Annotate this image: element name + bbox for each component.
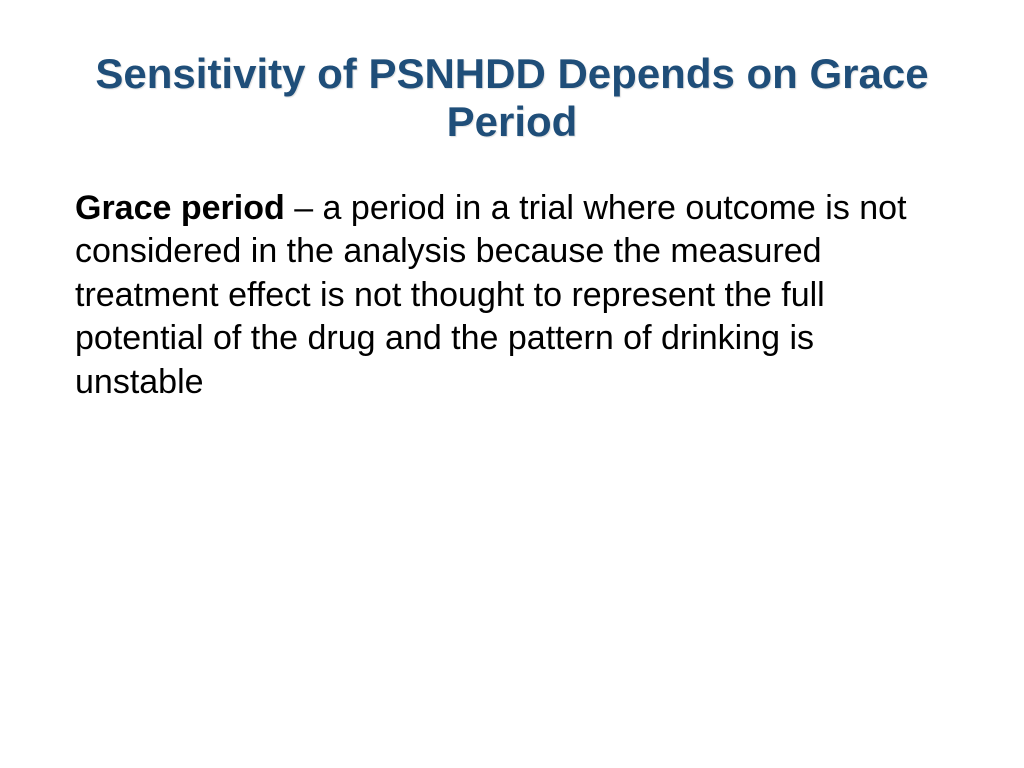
slide-container: Sensitivity of PSNHDD Depends on Grace P… (0, 0, 1024, 768)
slide-body: Grace period – a period in a trial where… (75, 187, 934, 405)
slide-title: Sensitivity of PSNHDD Depends on Grace P… (70, 50, 954, 147)
body-lead-bold: Grace period (75, 189, 285, 227)
